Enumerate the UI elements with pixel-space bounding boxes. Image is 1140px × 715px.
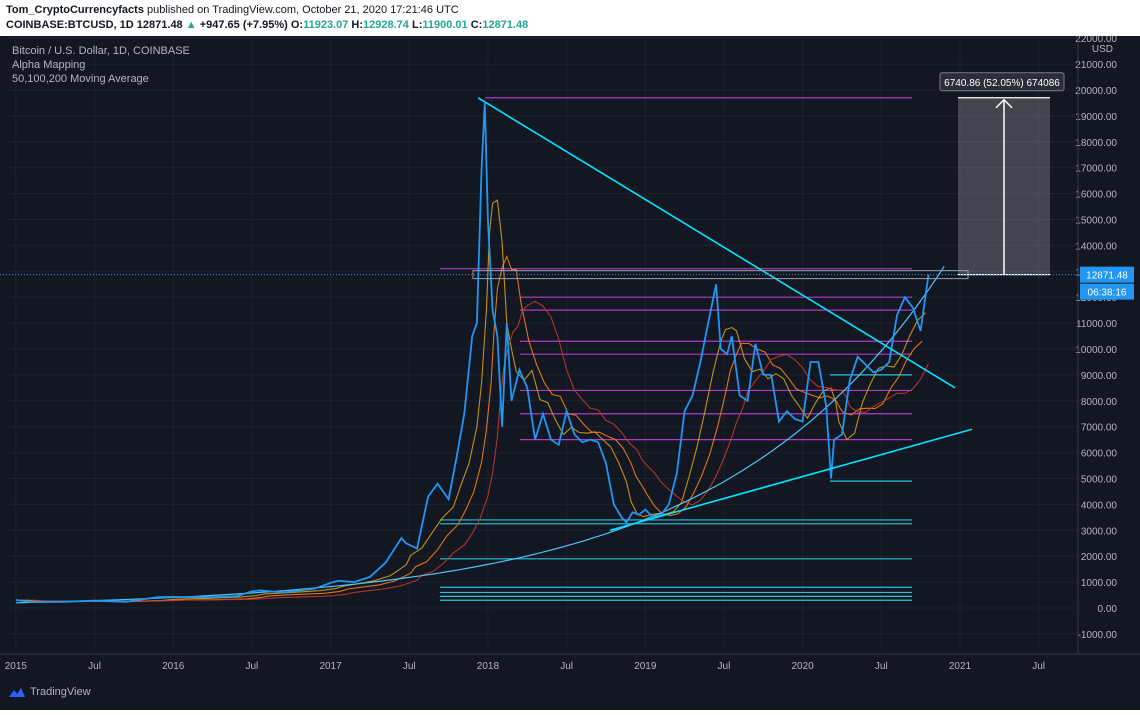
y-tick-label: 9000.00	[1081, 371, 1118, 382]
high-label: H:	[351, 19, 364, 31]
legend-indicator-ma[interactable]: 50,100,200 Moving Average	[12, 73, 149, 85]
y-tick-label: 20000.00	[1075, 86, 1117, 97]
y-unit-label: USD	[1092, 44, 1113, 55]
x-tick-label: Jul	[875, 661, 888, 672]
change-value: +947.65 (+7.95%)	[199, 19, 288, 31]
y-tick-label: 1000.00	[1081, 578, 1118, 589]
legend-title[interactable]: Bitcoin / U.S. Dollar, 1D, COINBASE	[12, 45, 190, 57]
y-tick-label: 18000.00	[1075, 138, 1117, 149]
y-tick-label: 22000.00	[1075, 36, 1117, 45]
open-label: O:	[290, 19, 304, 31]
x-tick-label: Jul	[560, 661, 573, 672]
up-arrow-icon: ▲	[185, 19, 197, 31]
symbol-label: COINBASE:BTCUSD, 1D	[6, 19, 134, 31]
x-tick-label: Jul	[718, 661, 731, 672]
y-tick-label: 10000.00	[1075, 345, 1117, 356]
last-price: 12871.48	[136, 19, 183, 31]
publish-line: Tom_CryptoCurrencyfacts published on Tra…	[6, 4, 459, 16]
x-tick-label: 2020	[792, 661, 815, 672]
y-tick-label: 15000.00	[1075, 216, 1117, 227]
ma200-line	[31, 300, 929, 602]
x-tick-label: 2015	[5, 661, 28, 672]
x-tick-label: Jul	[403, 661, 416, 672]
y-tick-label: 11000.00	[1076, 319, 1117, 330]
low-label: L:	[411, 19, 423, 31]
x-tick-label: Jul	[245, 661, 258, 672]
price-line	[15, 102, 930, 603]
y-tick-label: -1000.00	[1078, 630, 1118, 641]
close-value: 12871.48	[482, 19, 529, 31]
price-tag	[1080, 266, 1134, 283]
high-value: 12928.74	[363, 19, 409, 31]
uptrend-line	[609, 428, 973, 532]
y-tick-label: 21000.00	[1075, 60, 1117, 71]
x-tick-label: 2018	[477, 661, 500, 672]
countdown-label: 06:38:16	[1088, 288, 1127, 299]
y-tick-label: 17000.00	[1075, 164, 1117, 175]
legend-indicator-alpha[interactable]: Alpha Mapping	[12, 59, 86, 71]
countdown-tag	[1080, 283, 1134, 300]
measure-label-box	[939, 72, 1065, 92]
chart-legend: Bitcoin / U.S. Dollar, 1D, COINBASE Alph…	[12, 44, 190, 86]
y-tick-label: 3000.00	[1081, 526, 1118, 537]
price-tag-label: 12871.48	[1086, 271, 1128, 282]
open-value: 11923.07	[303, 19, 349, 31]
measure-arrowhead-icon	[995, 98, 1013, 109]
x-tick-label: 2017	[319, 661, 342, 672]
y-tick-label: 7000.00	[1081, 423, 1118, 434]
y-tick-label: 4000.00	[1081, 500, 1118, 511]
publish-info: published on TradingView.com, October 21…	[147, 4, 459, 16]
y-tick-label: 6000.00	[1081, 449, 1118, 460]
y-tick-label: 16000.00	[1075, 190, 1117, 201]
price-chart[interactable]: 22000.00 21000.00 20000.00 19000.00 18000.00…	[0, 34, 1140, 710]
y-tick-label: 8000.00	[1081, 397, 1118, 408]
chart-area[interactable]: 22000.00 21000.00 20000.00 19000.00 18000.00…	[0, 34, 1140, 710]
x-tick-label: 2016	[162, 661, 185, 672]
x-tick-label: Jul	[1032, 661, 1045, 672]
measure-label: 6740.86 (52.05%) 674086	[944, 78, 1060, 89]
publish-header: Tom_CryptoCurrencyfacts published on Tra…	[0, 0, 1140, 36]
x-tick-label: 2019	[634, 661, 657, 672]
y-tick-label: 19000.00	[1075, 112, 1117, 123]
y-tick-label: 2000.00	[1081, 552, 1118, 563]
downtrend-line	[477, 97, 956, 389]
ma100-line	[25, 254, 923, 602]
x-tick-label: 2021	[949, 661, 972, 672]
low-value: 11900.01	[422, 19, 468, 31]
tradingview-brand: TradingView	[30, 686, 91, 698]
y-tick-label: 0.00	[1098, 604, 1118, 615]
x-tick-label: Jul	[88, 661, 101, 672]
tradingview-footer[interactable]: TradingView	[8, 686, 91, 698]
y-tick-label: 14000.00	[1075, 241, 1117, 252]
tradingview-logo-icon	[9, 688, 25, 697]
y-tick-label: 5000.00	[1081, 475, 1118, 486]
author-name[interactable]: Tom_CryptoCurrencyfacts	[6, 4, 144, 16]
symbol-line: COINBASE:BTCUSD, 1D 12871.48 ▲ +947.65 (…	[6, 19, 528, 31]
close-label: C:	[470, 19, 483, 31]
